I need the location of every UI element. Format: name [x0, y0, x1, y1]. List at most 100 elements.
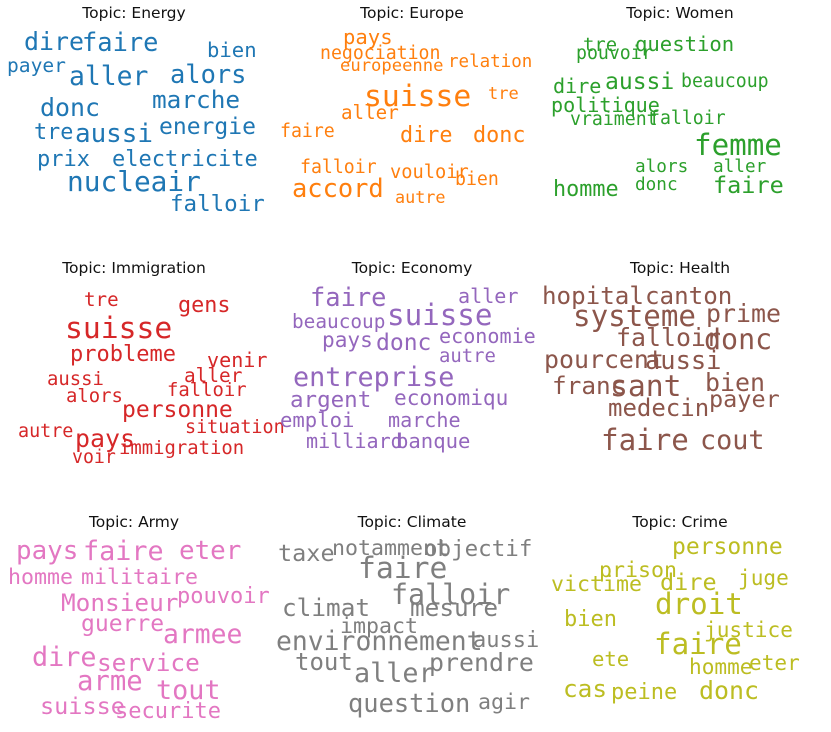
panel-title: Topic: Europe — [360, 4, 464, 22]
cloud-word: tout — [295, 648, 353, 676]
cloud-word: politique — [551, 93, 660, 117]
cloud-word: hopital — [542, 282, 644, 310]
cloud-word: pays — [16, 536, 79, 566]
cloud-word: tout — [156, 675, 221, 706]
cloud-word: pays — [343, 25, 393, 49]
cloud-word: pouvoir — [576, 43, 653, 64]
cloud-word: marche — [388, 408, 461, 432]
cloud-word: faire — [83, 536, 164, 567]
cloud-word: pourcent — [544, 345, 664, 374]
wordcloud-panel-women: Topic: Women tre pouvoir question dire aussi b… — [548, 4, 812, 226]
cloud-word: tre — [583, 34, 618, 56]
cloud-word: accord — [292, 173, 384, 203]
cloud-word: alors — [635, 157, 689, 177]
wordcloud-panel-health: Topic: Health hopital canton systeme prime fa… — [542, 259, 812, 481]
cloud-word: dire — [24, 27, 84, 56]
cloud-word: personne — [122, 397, 233, 423]
cloud-word: victime — [551, 572, 643, 597]
cloud-word: faire — [358, 551, 448, 586]
cloud-word: falloir — [391, 578, 511, 611]
word-cloud: tre pouvoir question dire aussi beaucoup polit… — [548, 26, 812, 226]
cloud-word: agir — [478, 690, 531, 715]
word-cloud: taxe notamment objectif faire falloir climat m… — [276, 535, 544, 732]
cloud-word: venir — [207, 348, 268, 372]
cloud-word: homme — [553, 177, 619, 202]
cloud-word: eter — [179, 536, 242, 566]
cloud-word: aller — [354, 658, 435, 689]
cloud-word: environnement — [276, 626, 483, 657]
cloud-word: autre — [18, 421, 74, 442]
cloud-word: impact — [340, 614, 419, 639]
cloud-word: faire — [713, 171, 784, 199]
cloud-word: justice — [704, 617, 793, 642]
cloud-word: pays — [75, 424, 135, 453]
cloud-word: falloir — [649, 108, 726, 129]
cloud-word: vouloir — [390, 162, 469, 183]
cloud-word: alors — [66, 385, 123, 407]
cloud-word: suisse — [65, 311, 173, 346]
cloud-word: entreprise — [293, 362, 455, 393]
wordcloud-panel-immigration: Topic: Immigration tre gens suisse probleme v… — [2, 259, 285, 481]
cloud-word: franc — [552, 371, 626, 400]
cloud-word: beaucoup — [681, 71, 769, 92]
cloud-word: tre — [34, 120, 74, 145]
cloud-word: service — [97, 648, 200, 677]
cloud-word: peine — [611, 680, 678, 705]
cloud-word: beaucoup — [292, 310, 386, 333]
cloud-word: energie — [159, 114, 256, 140]
cloud-word: electricite — [112, 147, 258, 172]
cloud-word: climat — [282, 593, 371, 622]
cloud-word: pays — [322, 327, 373, 352]
cloud-word: banque — [396, 429, 471, 453]
cloud-word: probleme — [70, 342, 176, 367]
cloud-word: vraiment — [570, 109, 658, 130]
cloud-word: donc — [635, 175, 678, 195]
word-cloud: pays negociation europeenne relation suisse t… — [280, 26, 544, 226]
cloud-word: alors — [170, 59, 247, 89]
panel-title: Topic: Women — [626, 4, 734, 22]
cloud-word: notamment — [332, 536, 450, 561]
wordcloud-panel-crime: Topic: Crime personne prison victime dire jug… — [548, 513, 812, 732]
cloud-word: immigration — [119, 437, 245, 459]
cloud-word: aller — [713, 157, 767, 177]
cloud-word: situation — [185, 417, 285, 438]
cloud-word: ete — [592, 647, 630, 671]
cloud-word: faire — [601, 423, 689, 457]
cloud-word: guerre — [81, 611, 165, 637]
panel-title: Topic: Army — [88, 513, 180, 531]
cloud-word: militaire — [81, 565, 199, 590]
panel-title: Topic: Climate — [357, 513, 467, 531]
cloud-word: question — [348, 688, 471, 718]
cloud-word: autre — [395, 187, 446, 207]
cloud-word: falloir — [167, 379, 247, 401]
cloud-word: suisse — [364, 79, 472, 114]
cloud-word: falloir — [616, 323, 721, 352]
cloud-word: Monsieur — [61, 588, 179, 617]
cloud-word: europeenne — [340, 56, 444, 76]
cloud-word: tre — [488, 84, 519, 104]
cloud-word: dire — [553, 74, 602, 98]
cloud-word: bien — [207, 38, 257, 62]
cloud-word: securite — [115, 699, 221, 724]
cloud-word: taxe — [278, 539, 335, 567]
cloud-word: prix — [37, 147, 90, 172]
cloud-word: mesure — [410, 593, 499, 622]
cloud-word: economie — [439, 324, 536, 348]
cloud-word: femme — [694, 128, 782, 162]
cloud-word: aussi — [47, 368, 104, 390]
wordcloud-panel-climate: Topic: Climate taxe notamment objectif faire… — [276, 513, 544, 732]
cloud-word: droit — [655, 587, 743, 621]
wordcloud-panel-energy: Topic: Energy dire faire bien payer aller alor… — [2, 4, 266, 226]
cloud-word: aller — [69, 61, 149, 92]
cloud-word: aussi — [605, 69, 675, 95]
cloud-word: emploi — [280, 408, 355, 432]
cloud-word: dire — [32, 642, 97, 673]
cloud-word: prendre — [429, 648, 534, 677]
cloud-word: donc — [704, 323, 773, 356]
cloud-word: faire — [310, 282, 387, 312]
cloud-word: aller — [184, 364, 243, 387]
cloud-word: gens — [178, 293, 231, 318]
cloud-word: bien — [564, 607, 617, 632]
word-cloud: personne prison victime dire juge droit bien ju… — [548, 535, 812, 732]
